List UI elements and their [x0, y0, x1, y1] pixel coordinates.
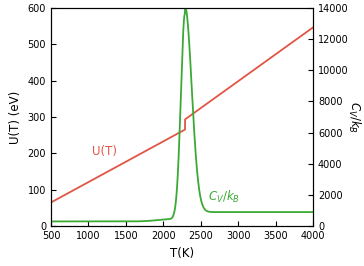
- Text: U(T): U(T): [92, 145, 117, 158]
- Y-axis label: U(T) (eV): U(T) (eV): [9, 90, 22, 144]
- Y-axis label: $C_V/k_B$: $C_V/k_B$: [347, 101, 363, 133]
- Text: $C_V/k_B$: $C_V/k_B$: [208, 189, 240, 205]
- X-axis label: T(K): T(K): [170, 247, 194, 260]
